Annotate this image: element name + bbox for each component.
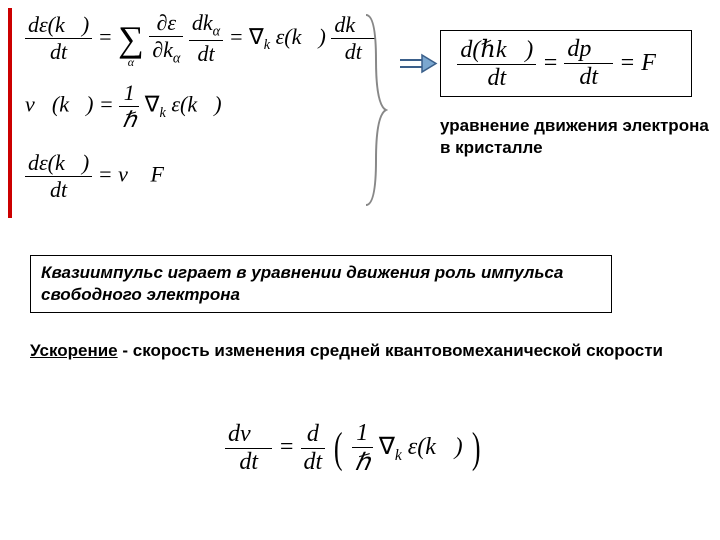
caption-motion-equation: уравнение движения электрона в кристалле	[440, 115, 720, 159]
red-sidebar-accent	[8, 8, 12, 218]
implication-arrow	[398, 52, 438, 76]
acceleration-definition: Ускорение - скорость изменения средней к…	[30, 340, 670, 362]
accel-label: Ускорение	[30, 341, 118, 360]
accel-rest: - скорость изменения средней квантовомех…	[118, 341, 663, 360]
equation-depsilon-vf: dε(k⃗)dt = v⃗ F⃗	[25, 150, 181, 203]
brace-grouping	[358, 10, 388, 210]
equation-velocity: v⃗(k⃗) = 1ℏ ∇k ε(k⃗)	[25, 80, 222, 133]
note-text: Квазиимпульс играет в уравнении движения…	[41, 263, 563, 304]
equation-motion-boxed: d(ℏk⃗)dt = dp⃗dt = F⃗	[440, 30, 692, 97]
note-quasimomentum: Квазиимпульс играет в уравнении движения…	[30, 255, 612, 313]
caption-text: уравнение движения электрона в кристалле	[440, 116, 709, 157]
equation-depsilon-dt: dε(k⃗)dt = ∑α ∂ε∂kα dkαdt = ∇k ε(k⃗) dk⃗…	[25, 10, 375, 67]
equation-acceleration: dv⃗dt = ddt ( 1ℏ ∇k ε(k⃗) )	[225, 420, 483, 477]
